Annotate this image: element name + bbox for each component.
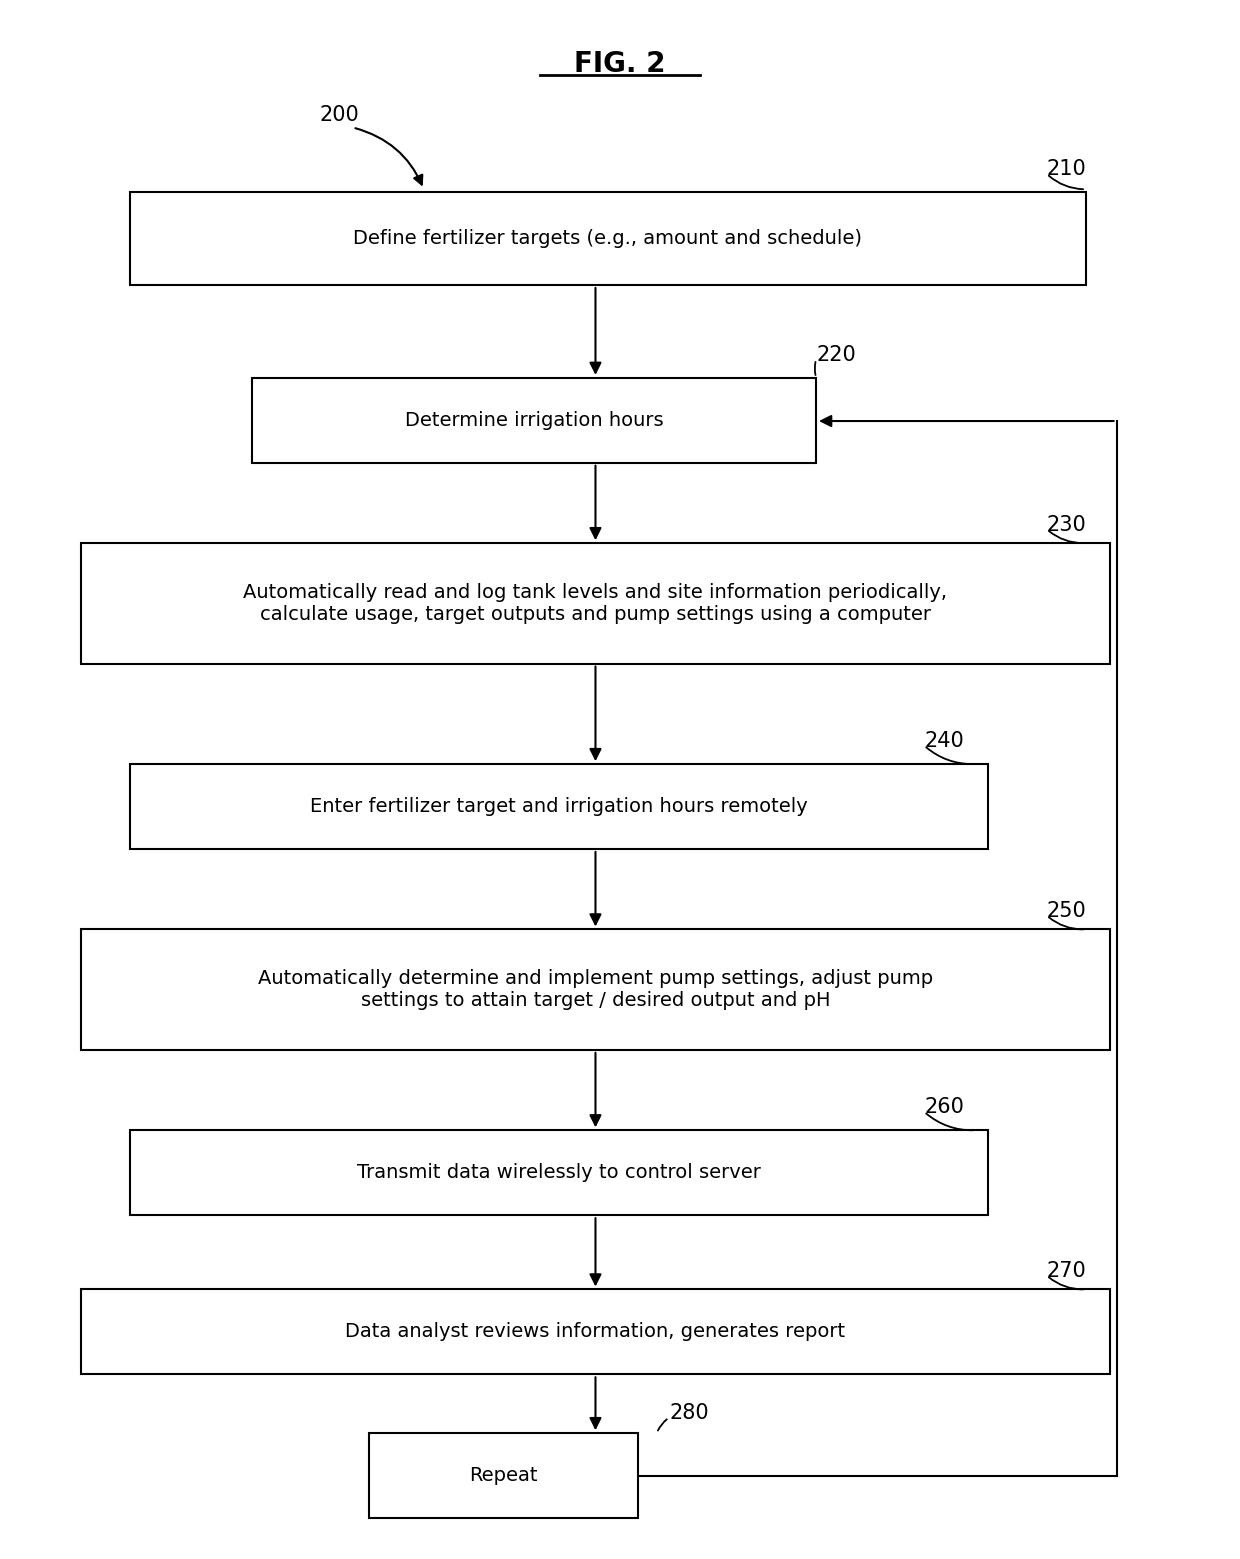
Text: Transmit data wirelessly to control server: Transmit data wirelessly to control serv… (357, 1163, 760, 1182)
Text: Define fertilizer targets (e.g., amount and schedule): Define fertilizer targets (e.g., amount … (353, 229, 862, 248)
FancyBboxPatch shape (81, 1289, 1111, 1375)
Text: Repeat: Repeat (469, 1465, 538, 1486)
Text: Enter fertilizer target and irrigation hours remotely: Enter fertilizer target and irrigation h… (310, 797, 807, 815)
Text: 210: 210 (1047, 159, 1086, 179)
FancyBboxPatch shape (129, 764, 988, 850)
Text: 220: 220 (816, 345, 856, 365)
Text: Automatically determine and implement pump settings, adjust pump
settings to att: Automatically determine and implement pu… (258, 970, 932, 1010)
FancyBboxPatch shape (129, 1130, 988, 1214)
FancyBboxPatch shape (81, 543, 1111, 664)
Text: 280: 280 (670, 1403, 709, 1423)
Text: Automatically read and log tank levels and site information periodically,
calcul: Automatically read and log tank levels a… (243, 583, 947, 624)
FancyBboxPatch shape (81, 929, 1111, 1049)
FancyBboxPatch shape (252, 377, 816, 463)
Text: Data analyst reviews information, generates report: Data analyst reviews information, genera… (346, 1322, 846, 1341)
FancyBboxPatch shape (129, 192, 1086, 285)
FancyBboxPatch shape (368, 1433, 639, 1518)
Text: 270: 270 (1047, 1261, 1086, 1281)
Text: 230: 230 (1047, 514, 1086, 535)
Text: 240: 240 (924, 731, 963, 751)
Text: 250: 250 (1047, 901, 1086, 921)
Text: 200: 200 (320, 104, 360, 125)
Text: FIG. 2: FIG. 2 (574, 50, 666, 78)
Text: 260: 260 (924, 1098, 963, 1118)
Text: Determine irrigation hours: Determine irrigation hours (404, 410, 663, 430)
